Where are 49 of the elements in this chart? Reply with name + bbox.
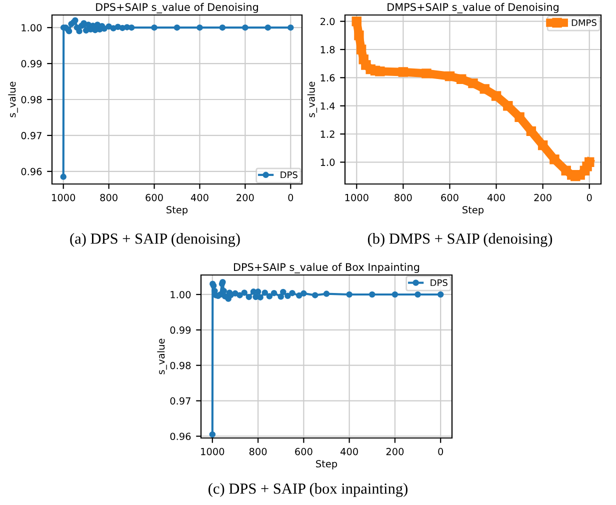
x-tick-label: 600 [146, 194, 163, 202]
text: (a) DPS + SAIP (denoising) [70, 233, 240, 247]
y-tick-label: 0.96 [170, 432, 191, 440]
y-tick-label: 2.0 [320, 18, 335, 26]
x-tick-label: 200 [236, 194, 254, 202]
x-tick-label: 800 [394, 194, 412, 202]
x-axis-title: Step [166, 206, 188, 216]
y-tick-label: 1.00 [170, 290, 191, 298]
y-tick-label: 0.98 [170, 362, 191, 370]
y-tick-label: 1.2 [320, 130, 334, 138]
y-axis-title: s_value [8, 82, 18, 118]
y-tick-label: 1.8 [320, 46, 335, 54]
y-tick-label: 0.97 [21, 132, 42, 140]
y-tick-label: 1.0 [320, 158, 335, 166]
x-tick-label: 800 [100, 194, 118, 202]
y-tick-label: 1.00 [22, 24, 42, 32]
chart-title: DPS+SAIP s_value of Denoising [96, 2, 258, 14]
x-axis-title: Step [316, 460, 338, 470]
y-tick-label: 1.4 [320, 102, 335, 110]
y-tick-label: 0.99 [170, 326, 191, 334]
y-tick-label: 1.6 [320, 74, 335, 82]
x-tick-label: 1000 [201, 448, 224, 456]
x-tick-label: 400 [487, 194, 505, 202]
x-tick-label: 1000 [345, 194, 368, 202]
text: (c) DPS + SAIP (box inpainting) [208, 483, 408, 497]
legend-label: DPS [430, 279, 448, 286]
legend-label: DMPS [572, 19, 596, 26]
x-axis-title: Step [462, 206, 484, 216]
x-tick-label: 600 [295, 448, 312, 456]
text: (b) DMPS + SAIP (denoising) [368, 233, 552, 247]
x-tick-label: 800 [249, 448, 267, 456]
y-tick-label: 0.98 [21, 96, 42, 104]
y-axis-title: s_value [157, 338, 167, 374]
x-tick-label: 200 [386, 448, 404, 456]
x-tick-label: 400 [340, 448, 358, 456]
x-tick-label: 0 [438, 448, 444, 456]
y-tick-label: 0.96 [21, 168, 42, 176]
x-tick-label: 0 [586, 194, 592, 202]
chart-title: DPS+SAIP s_value of Box Inpainting [234, 262, 420, 274]
x-tick-label: 200 [534, 194, 552, 202]
y-tick-label: 0.99 [21, 60, 42, 68]
x-tick-label: 1000 [52, 194, 76, 202]
y-tick-label: 0.97 [170, 397, 190, 405]
chart-title: DMPS+SAIP s_value of Denoising [388, 2, 558, 14]
x-tick-label: 600 [441, 194, 458, 202]
y-axis-title: s_value [307, 82, 318, 118]
x-tick-label: 0 [288, 194, 294, 202]
x-tick-label: 400 [190, 194, 208, 202]
legend-label: DPS [280, 171, 298, 178]
